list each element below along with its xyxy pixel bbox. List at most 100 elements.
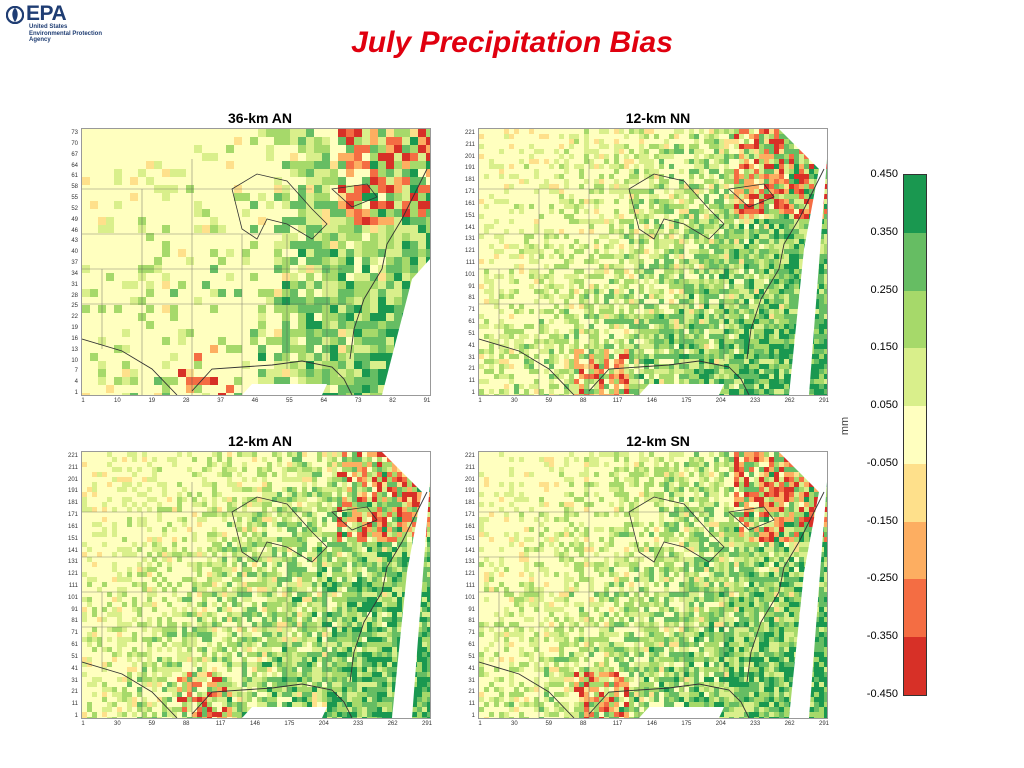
x-tick-label: 1 bbox=[478, 398, 482, 404]
y-tick-label: 49 bbox=[71, 216, 78, 223]
y-tick-label: 201 bbox=[67, 476, 78, 483]
panel-title: 12-km AN bbox=[227, 433, 293, 449]
y-tick-label: 81 bbox=[468, 295, 475, 302]
y-tick-label: 181 bbox=[464, 500, 475, 507]
colorbar-segment bbox=[904, 348, 926, 407]
colorbar-tick-label: 0.150 bbox=[870, 341, 898, 354]
y-tick-label: 161 bbox=[464, 523, 475, 530]
x-tick-label: 88 bbox=[182, 721, 190, 727]
colorbar-segment bbox=[904, 290, 926, 349]
x-tick-label: 91 bbox=[423, 398, 431, 404]
y-tick-label: 151 bbox=[464, 535, 475, 542]
colorbar-tick-label: 0.250 bbox=[870, 283, 898, 296]
x-tick-label: 291 bbox=[818, 398, 829, 404]
y-tick-label: 81 bbox=[71, 618, 78, 625]
y-tick-label: 1 bbox=[471, 390, 475, 396]
x-tick-label: 146 bbox=[646, 398, 657, 404]
y-tick-label: 111 bbox=[465, 583, 475, 589]
y-tick-label: 1 bbox=[471, 713, 475, 719]
y-tick-label: 81 bbox=[468, 618, 475, 625]
y-tick-label: 191 bbox=[464, 488, 475, 495]
y-tick-label: 67 bbox=[71, 151, 78, 158]
y-tick-label: 28 bbox=[71, 292, 78, 299]
x-tick-label: 10 bbox=[114, 398, 121, 404]
x-tick-label: 117 bbox=[612, 721, 623, 727]
y-tick-label: 121 bbox=[464, 248, 475, 255]
y-tick-label: 181 bbox=[464, 177, 475, 184]
y-tick-label: 221 bbox=[67, 453, 78, 459]
y-tick-label: 111 bbox=[68, 583, 78, 589]
y-tick-label: 71 bbox=[71, 630, 78, 637]
x-tick-label: 233 bbox=[750, 721, 761, 727]
y-tick-label: 1 bbox=[74, 713, 78, 719]
panel-title: 36-km AN bbox=[227, 110, 293, 126]
x-tick-label: 1 bbox=[81, 398, 85, 404]
y-tick-label: 221 bbox=[464, 453, 475, 459]
x-tick-label: 291 bbox=[421, 721, 432, 727]
y-tick-label: 55 bbox=[71, 195, 78, 201]
y-tick-label: 61 bbox=[71, 642, 78, 649]
x-tick-label: 19 bbox=[148, 398, 156, 404]
y-tick-label: 61 bbox=[71, 173, 78, 180]
y-tick-label: 161 bbox=[464, 200, 475, 207]
colorbar-tick-label: -0.050 bbox=[866, 456, 898, 469]
y-tick-label: 22 bbox=[71, 314, 78, 321]
x-tick-label: 46 bbox=[251, 398, 259, 404]
y-tick-label: 211 bbox=[465, 141, 475, 148]
x-tick-label: 88 bbox=[579, 721, 587, 727]
y-tick-label: 121 bbox=[67, 571, 78, 578]
x-tick-label: 28 bbox=[182, 398, 190, 404]
colorbar-segment bbox=[904, 521, 926, 580]
bias-field bbox=[82, 129, 430, 395]
y-tick-label: 61 bbox=[468, 319, 475, 326]
y-tick-label: 201 bbox=[464, 476, 475, 483]
logo-wordmark: EPA bbox=[26, 2, 67, 25]
x-tick-label: 204 bbox=[715, 398, 726, 404]
x-tick-label: 37 bbox=[217, 398, 224, 404]
colorbar-unit: mm bbox=[839, 416, 852, 436]
x-tick-label: 117 bbox=[215, 721, 226, 727]
x-tick-label: 146 bbox=[646, 721, 657, 727]
y-tick-label: 21 bbox=[468, 366, 475, 373]
x-tick-label: 175 bbox=[681, 398, 692, 404]
bias-field bbox=[82, 452, 430, 718]
y-tick-label: 101 bbox=[464, 594, 475, 601]
y-tick-label: 161 bbox=[67, 523, 78, 530]
y-tick-label: 16 bbox=[71, 335, 78, 342]
y-tick-label: 91 bbox=[468, 283, 475, 290]
x-tick-label: 59 bbox=[545, 398, 553, 404]
y-tick-label: 7 bbox=[74, 368, 78, 375]
y-tick-label: 70 bbox=[71, 140, 78, 147]
x-tick-label: 146 bbox=[249, 721, 260, 727]
y-tick-label: 141 bbox=[67, 547, 78, 554]
y-tick-label: 121 bbox=[464, 571, 475, 578]
x-tick-label: 30 bbox=[511, 398, 518, 404]
y-tick-label: 131 bbox=[67, 559, 78, 566]
y-tick-label: 13 bbox=[71, 346, 78, 353]
y-tick-label: 111 bbox=[465, 260, 475, 266]
y-tick-label: 71 bbox=[468, 307, 475, 314]
colorbar-tick-label: 0.350 bbox=[870, 225, 898, 238]
y-tick-label: 171 bbox=[464, 189, 475, 196]
y-tick-label: 73 bbox=[71, 130, 78, 136]
x-tick-label: 204 bbox=[318, 721, 329, 727]
panel-title: 12-km SN bbox=[626, 433, 690, 449]
y-tick-label: 10 bbox=[71, 357, 78, 364]
bias-map bbox=[81, 128, 431, 396]
x-tick-label: 82 bbox=[389, 398, 396, 404]
x-tick-label: 59 bbox=[545, 721, 553, 727]
y-tick-label: 91 bbox=[468, 606, 475, 613]
x-tick-label: 30 bbox=[511, 721, 518, 727]
y-tick-label: 91 bbox=[71, 606, 78, 613]
y-tick-label: 71 bbox=[468, 630, 475, 637]
x-tick-label: 88 bbox=[579, 398, 587, 404]
bias-map bbox=[81, 451, 431, 719]
y-tick-label: 43 bbox=[71, 238, 78, 245]
y-tick-label: 41 bbox=[468, 665, 475, 672]
epa-logo: EPA United States Environmental Protecti… bbox=[6, 2, 116, 44]
y-tick-label: 181 bbox=[67, 500, 78, 507]
bias-map bbox=[478, 451, 828, 719]
y-tick-label: 51 bbox=[468, 330, 475, 337]
y-tick-label: 141 bbox=[464, 224, 475, 231]
y-tick-label: 64 bbox=[71, 162, 78, 169]
